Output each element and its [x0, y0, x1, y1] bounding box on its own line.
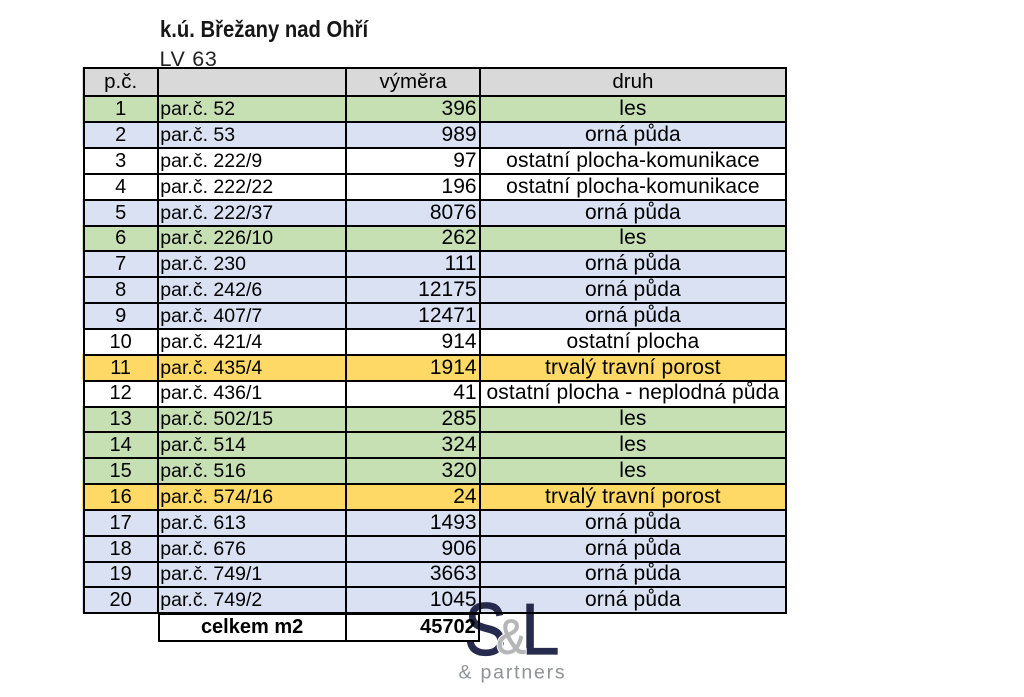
svg-text:& partners: & partners — [459, 662, 567, 684]
svg-text:&: & — [496, 610, 526, 664]
svg-text:&: & — [496, 610, 526, 664]
